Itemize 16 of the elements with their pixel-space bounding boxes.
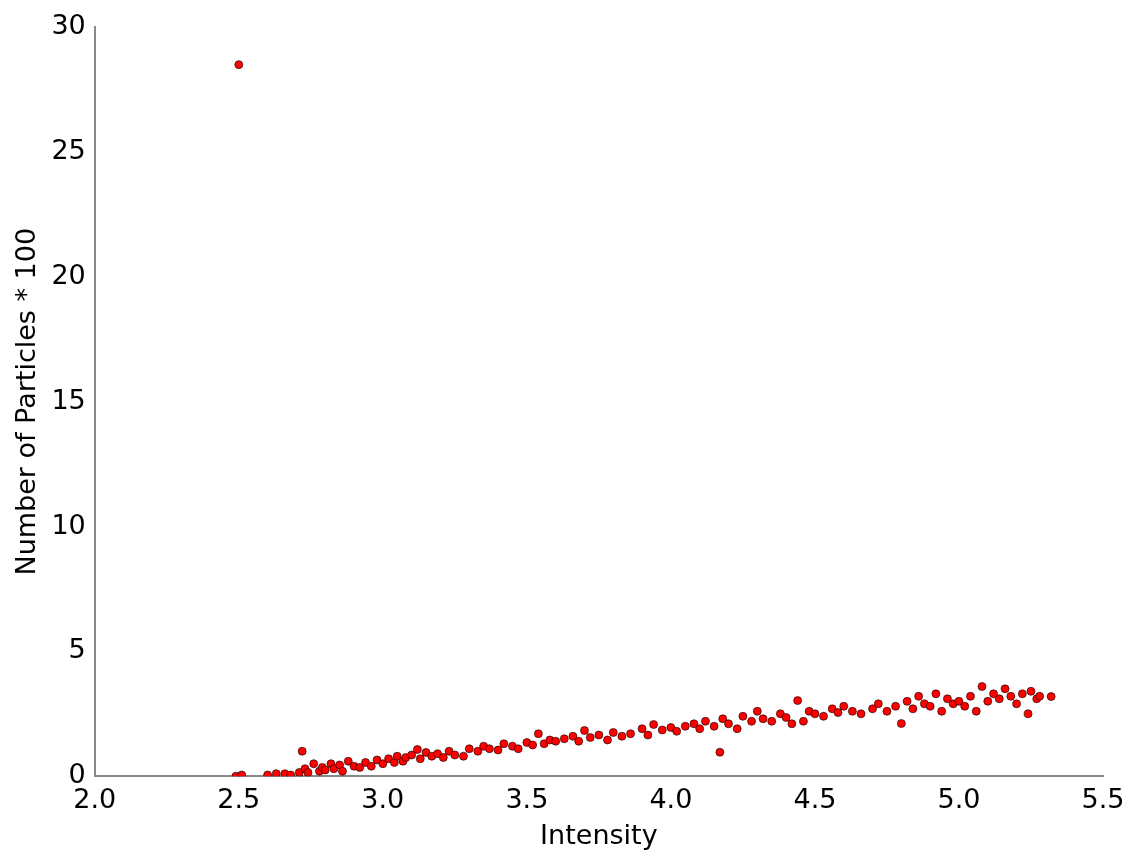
y-tick-label: 5	[68, 633, 86, 665]
x-tick-label: 4.0	[649, 783, 693, 815]
x-axis-title: Intensity	[540, 818, 658, 850]
y-axis-title: Number of Particles * 100	[10, 227, 42, 576]
x-tick-label: 2.0	[73, 783, 117, 815]
y-tick-label: 25	[51, 134, 86, 166]
y-tick-label: 10	[51, 508, 86, 540]
x-tick-label: 5.5	[1081, 783, 1125, 815]
y-tick-label: 15	[51, 383, 86, 415]
x-tick-label: 5.0	[937, 783, 981, 815]
x-tick-label: 4.5	[793, 783, 837, 815]
x-tick-label: 2.5	[217, 783, 261, 815]
y-tick-label: 30	[51, 9, 86, 41]
y-tick-label: 20	[51, 258, 86, 290]
x-tick-label: 3.5	[505, 783, 549, 815]
x-tick-label: 3.0	[361, 783, 405, 815]
